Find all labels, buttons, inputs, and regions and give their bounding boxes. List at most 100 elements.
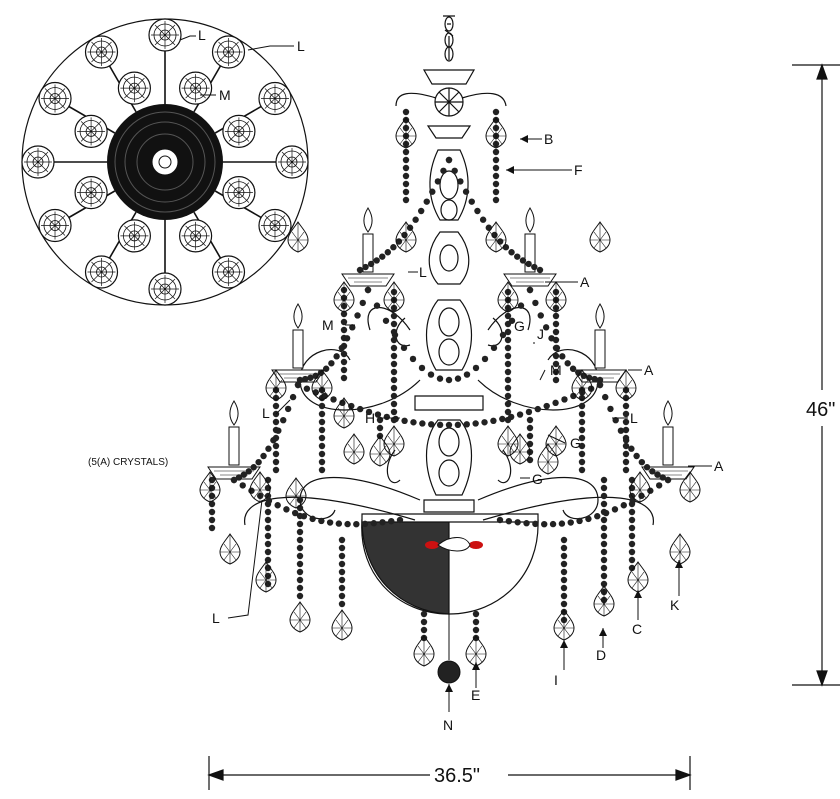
bead (388, 517, 395, 525)
bead (340, 358, 348, 366)
bead (391, 331, 399, 339)
bead (436, 375, 444, 382)
crystal (545, 281, 567, 313)
bead (523, 520, 530, 527)
bead (560, 592, 568, 600)
bead (505, 517, 513, 525)
bead (536, 266, 544, 274)
bead (419, 420, 426, 427)
bead (384, 249, 392, 256)
label-g-lower: G (532, 471, 543, 487)
label-m-left: M (322, 317, 334, 333)
bead (338, 552, 346, 560)
bead (272, 442, 280, 450)
top-label-m: M (219, 87, 231, 103)
bead (402, 188, 410, 196)
bead (541, 520, 548, 528)
bead (504, 392, 512, 400)
elevation-view (244, 15, 654, 615)
crystal (669, 533, 691, 565)
bead (429, 188, 436, 195)
bead (318, 426, 326, 434)
bead (318, 442, 326, 450)
crystal (395, 117, 417, 149)
top-view: L L M (21, 18, 309, 306)
bead (628, 445, 635, 452)
width-dimension (207, 756, 692, 790)
bead (578, 410, 586, 418)
bead (296, 576, 304, 584)
bead (376, 424, 384, 432)
bead (283, 506, 290, 513)
bead (569, 365, 577, 372)
bead (552, 320, 560, 328)
bead (370, 520, 377, 527)
label-a-middle: A (644, 362, 654, 378)
bead (402, 180, 410, 188)
bead (260, 452, 267, 460)
bead (519, 257, 527, 264)
bead (532, 520, 539, 528)
bead (353, 520, 360, 528)
bead (275, 427, 282, 434)
bead (496, 516, 504, 524)
bead (504, 352, 512, 360)
bead (504, 400, 512, 408)
bead (472, 610, 480, 618)
bead (591, 375, 598, 383)
bead (354, 312, 361, 319)
inner-rosette (74, 176, 108, 210)
bead (617, 427, 625, 434)
bead (402, 156, 410, 164)
crystal (553, 609, 575, 641)
bead (420, 610, 428, 618)
bead (340, 326, 348, 334)
bead (390, 384, 398, 392)
bead (340, 374, 348, 382)
bead (330, 396, 337, 403)
bead (578, 450, 586, 458)
bead (296, 568, 304, 576)
bead (338, 592, 346, 600)
bead (296, 536, 304, 544)
bead (622, 410, 630, 418)
label-b: B (544, 131, 553, 147)
bead (600, 532, 608, 540)
bead (479, 216, 487, 223)
bead (655, 482, 663, 489)
crystal (285, 477, 307, 509)
top-label-l2: L (297, 38, 305, 54)
bead (594, 513, 601, 520)
bead (445, 376, 453, 384)
bead (504, 336, 512, 344)
bead (338, 344, 346, 352)
bead (485, 224, 493, 231)
bead (296, 528, 304, 536)
bead (499, 415, 506, 423)
bead (514, 253, 521, 260)
bead (560, 600, 568, 608)
crystals-note: (5(A) CRYSTALS) (88, 457, 168, 468)
bead (264, 540, 272, 548)
bead (367, 260, 375, 268)
outer-rosette (211, 255, 246, 289)
bead (472, 618, 480, 626)
candle (503, 207, 557, 287)
outer-rosette (258, 81, 292, 116)
bead (451, 167, 458, 174)
bottom-ball (437, 614, 461, 684)
bead (338, 544, 346, 552)
bead (633, 452, 640, 460)
bead (600, 500, 608, 508)
bead (264, 548, 272, 556)
crystal (413, 635, 435, 667)
bead (318, 450, 326, 458)
bead (472, 364, 480, 372)
bead (361, 520, 369, 528)
bead (504, 368, 512, 376)
bead (338, 536, 346, 544)
bead (622, 402, 630, 410)
bead (531, 263, 538, 271)
bead (356, 266, 364, 274)
